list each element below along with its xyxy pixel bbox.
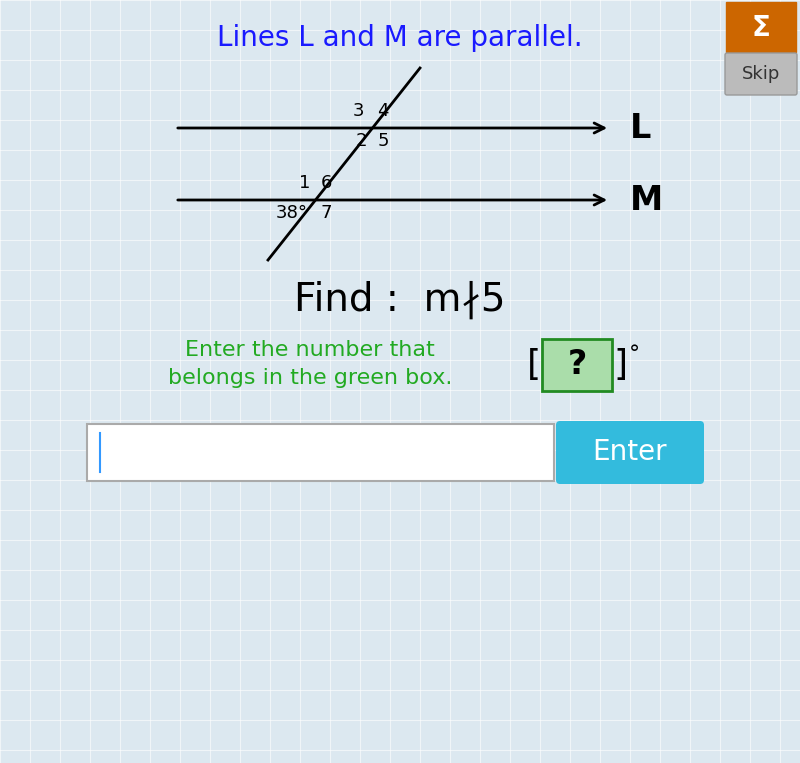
Text: 38°: 38° [275, 204, 307, 222]
Text: 7: 7 [321, 204, 332, 222]
Text: ?: ? [567, 349, 586, 382]
FancyBboxPatch shape [556, 421, 704, 484]
Text: 6: 6 [321, 174, 332, 192]
Text: °: ° [629, 344, 640, 364]
Text: Enter: Enter [593, 439, 667, 466]
Text: M: M [630, 183, 663, 217]
Text: belongs in the green box.: belongs in the green box. [168, 368, 452, 388]
FancyBboxPatch shape [542, 339, 612, 391]
Text: Skip: Skip [742, 65, 780, 83]
Text: 5: 5 [378, 132, 389, 150]
Text: Find :  m∤5: Find : m∤5 [294, 281, 506, 319]
Text: [: [ [527, 348, 541, 382]
Text: ]: ] [613, 348, 627, 382]
Text: Lines L and M are parallel.: Lines L and M are parallel. [217, 24, 583, 52]
Text: 4: 4 [378, 102, 389, 120]
Text: 1: 1 [299, 174, 310, 192]
Text: L: L [630, 111, 651, 144]
FancyBboxPatch shape [726, 2, 796, 52]
Text: 2: 2 [356, 132, 367, 150]
Text: 3: 3 [353, 102, 365, 120]
Text: Enter the number that: Enter the number that [185, 340, 435, 360]
FancyBboxPatch shape [87, 424, 554, 481]
FancyBboxPatch shape [725, 53, 797, 95]
Text: Σ: Σ [751, 14, 770, 42]
